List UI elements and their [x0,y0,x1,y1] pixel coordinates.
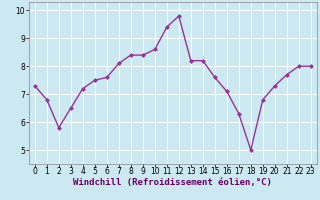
X-axis label: Windchill (Refroidissement éolien,°C): Windchill (Refroidissement éolien,°C) [73,178,272,187]
